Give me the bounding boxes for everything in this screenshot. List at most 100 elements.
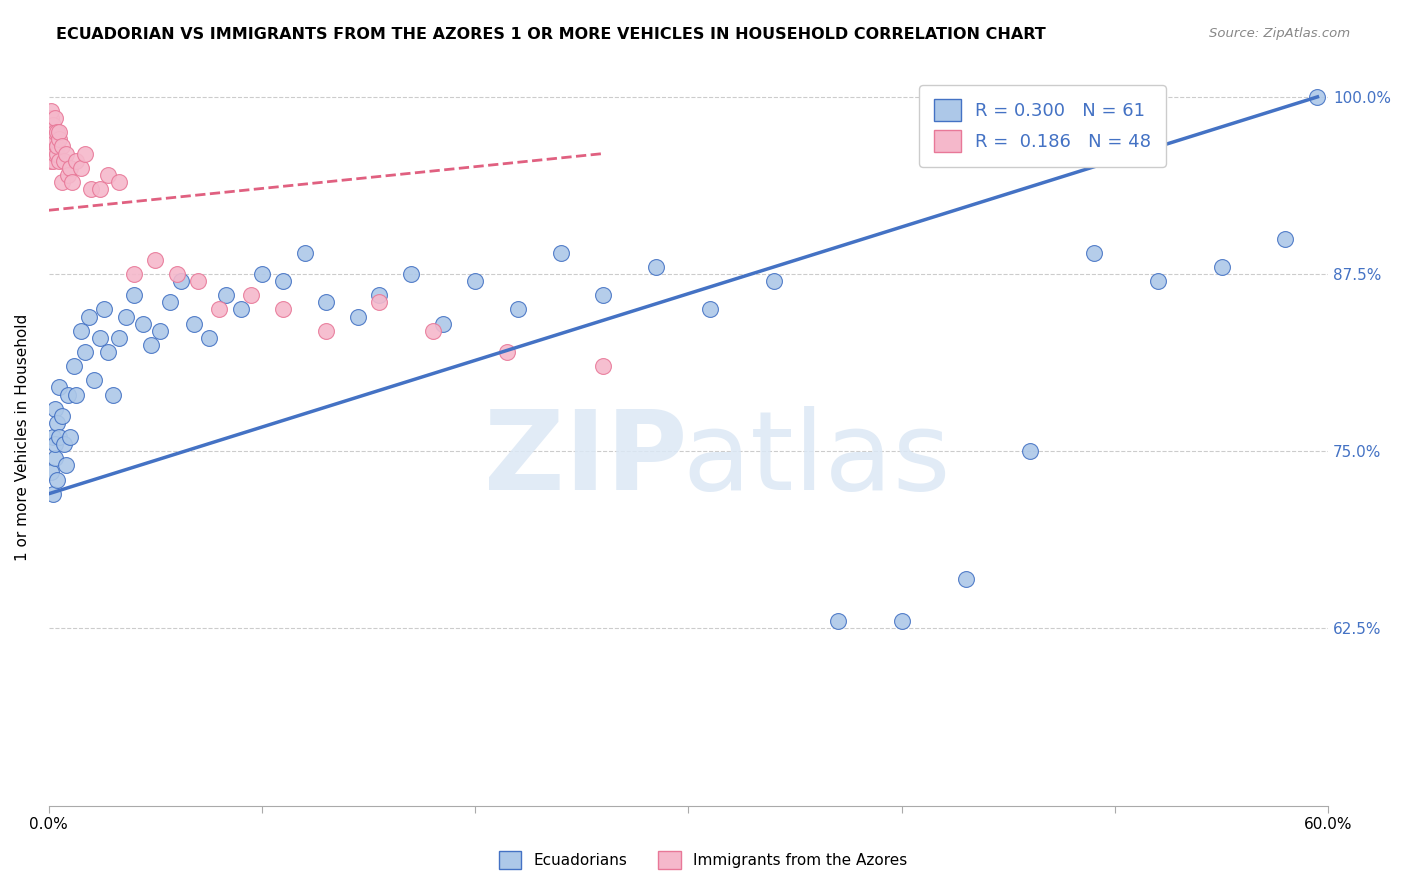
Point [44,437,66,451]
Point [183,317,205,331]
Text: ZIP: ZIP [485,406,688,513]
Point [39,146,62,161]
Point [63,359,86,374]
Point [368,288,391,302]
Point [1146,274,1168,288]
Point [149,324,172,338]
Point [315,295,337,310]
Point [69,161,91,175]
Point [271,302,294,317]
Point [51,409,73,423]
Point [39,153,62,168]
Point [73,345,96,359]
Point [145,252,167,267]
Point [60,175,83,189]
Point [39,466,62,480]
Point [42,487,65,501]
Point [139,338,162,352]
Point [496,345,519,359]
Point [97,345,120,359]
Point [699,302,721,317]
Point [890,615,912,629]
Point [97,168,120,182]
Point [506,302,529,317]
Point [51,139,73,153]
Point [42,153,65,168]
Point [46,473,69,487]
Point [93,302,115,317]
Legend: Ecuadorians, Immigrants from the Azores: Ecuadorians, Immigrants from the Azores [492,845,914,875]
Point [38,125,60,139]
Point [42,125,65,139]
Point [294,245,316,260]
Point [762,274,785,288]
Point [592,288,614,302]
Text: ECUADORIAN VS IMMIGRANTS FROM THE AZORES 1 OR MORE VEHICLES IN HOUSEHOLD CORRELA: ECUADORIAN VS IMMIGRANTS FROM THE AZORES… [56,27,1046,42]
Point [464,274,486,288]
Point [170,274,193,288]
Point [83,373,105,387]
Point [955,572,977,586]
Point [42,118,65,132]
Point [39,139,62,153]
Point [399,267,422,281]
Point [46,416,69,430]
Point [59,430,82,444]
Point [1274,232,1296,246]
Point [1018,444,1040,458]
Point [159,295,181,310]
Point [80,182,103,196]
Point [240,288,263,302]
Point [250,267,273,281]
Point [422,324,444,338]
Point [48,132,70,146]
Point [432,317,454,331]
Point [108,331,131,345]
Point [48,380,70,394]
Point [215,288,238,302]
Point [39,125,62,139]
Point [166,267,188,281]
Point [56,387,79,401]
Point [46,146,69,161]
Point [89,182,111,196]
Point [39,111,62,125]
Point [46,125,69,139]
Point [1083,245,1105,260]
Point [122,267,145,281]
Point [65,387,87,401]
Point [368,295,391,310]
Point [108,175,131,189]
Point [46,139,69,153]
Point [44,132,66,146]
Point [73,146,96,161]
Point [48,125,70,139]
Point [48,153,70,168]
Point [114,310,136,324]
Text: Source: ZipAtlas.com: Source: ZipAtlas.com [1209,27,1350,40]
Legend: R = 0.300   N = 61, R =  0.186   N = 48: R = 0.300 N = 61, R = 0.186 N = 48 [920,85,1166,167]
Point [59,161,82,175]
Point [44,401,66,416]
Point [39,103,62,118]
Point [271,274,294,288]
Point [51,175,73,189]
Point [122,288,145,302]
Point [48,430,70,444]
Point [44,451,66,466]
Point [52,437,75,451]
Point [131,317,153,331]
Point [550,245,572,260]
Point [197,331,219,345]
Point [208,302,231,317]
Point [52,153,75,168]
Point [827,615,849,629]
Point [42,430,65,444]
Point [1211,260,1233,274]
Point [69,324,91,338]
Point [592,359,614,374]
Y-axis label: 1 or more Vehicles in Household: 1 or more Vehicles in Household [15,313,30,561]
Point [229,302,252,317]
Point [55,458,77,473]
Point [101,387,124,401]
